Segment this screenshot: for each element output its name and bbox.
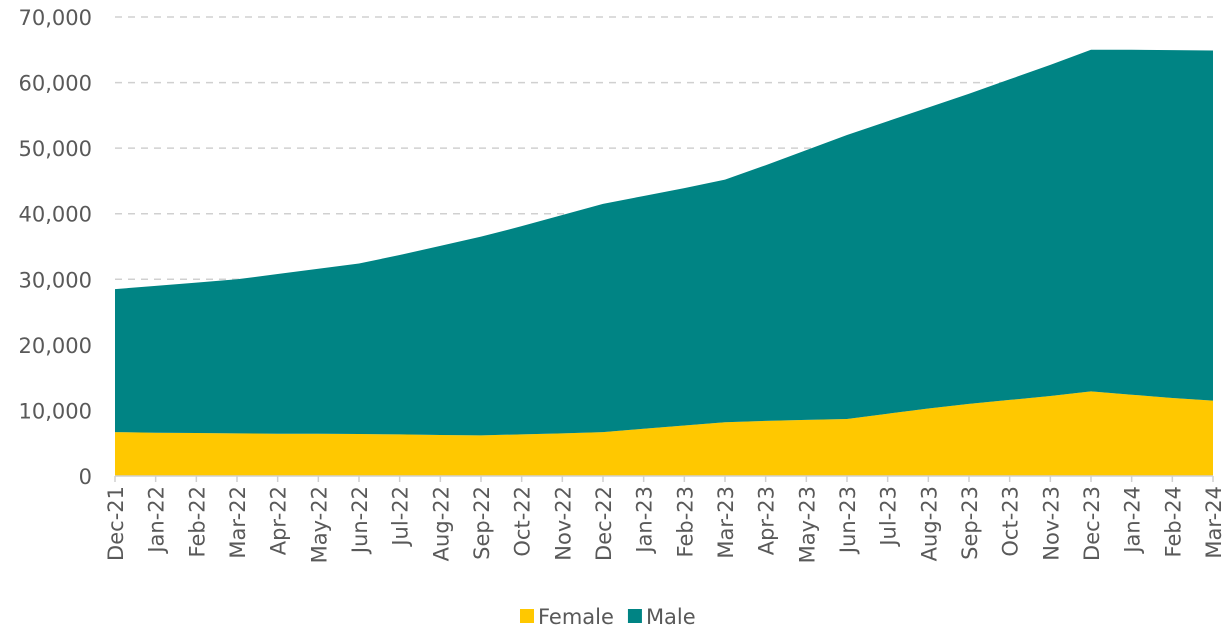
x-tick-label: May-22 [307, 486, 331, 563]
x-tick-label: Oct-23 [999, 486, 1023, 557]
legend-swatch [520, 609, 534, 623]
x-tick-label: Jun-22 [348, 486, 372, 555]
x-tick-label: Jan-22 [145, 486, 169, 555]
x-tick-label: Jul-22 [389, 486, 413, 548]
legend-label: Male [646, 605, 696, 629]
x-tick-label: Dec-22 [592, 486, 616, 561]
x-tick-label: Mar-23 [714, 486, 738, 559]
x-tick-label: Apr-23 [755, 486, 779, 555]
y-tick-label: 60,000 [19, 72, 92, 96]
x-tick-label: Mar-22 [226, 486, 250, 559]
x-tick-label: Feb-24 [1161, 486, 1185, 557]
x-tick-label: Jun-23 [836, 486, 860, 555]
y-tick-label: 70,000 [19, 6, 92, 30]
x-tick-label: Oct-22 [511, 486, 535, 557]
legend: Female Male [520, 605, 696, 629]
y-tick-label: 30,000 [19, 268, 92, 292]
y-tick-label: 0 [79, 465, 92, 489]
x-tick-label: Dec-21 [104, 486, 128, 561]
x-tick-label: Jul-23 [877, 486, 901, 548]
legend-swatch [627, 609, 642, 623]
y-tick-label: 20,000 [19, 334, 92, 358]
x-tick-label: Apr-22 [267, 486, 291, 555]
x-tick-label: Jan-23 [633, 486, 657, 555]
x-tick-label: Jan-24 [1121, 486, 1145, 555]
y-tick-label: 10,000 [19, 399, 92, 423]
x-tick-label: Aug-22 [429, 486, 453, 561]
area [115, 391, 1213, 476]
x-tick-label: Sep-22 [470, 486, 494, 560]
x-tick-label: Feb-22 [185, 486, 209, 557]
area [115, 49, 1213, 436]
y-tick-label: 50,000 [19, 137, 92, 161]
x-tick-label: Dec-23 [1080, 486, 1104, 561]
x-tick-label: Nov-22 [551, 486, 575, 561]
x-tick-label: Feb-23 [673, 486, 697, 557]
y-tick-label: 40,000 [19, 203, 92, 227]
x-tick-label: Mar-24 [1202, 486, 1226, 559]
x-tick-label: Aug-23 [917, 486, 941, 561]
x-tick-label: Nov-23 [1039, 486, 1063, 561]
x-tick-label: May-23 [795, 486, 819, 563]
x-tick-label: Sep-23 [958, 486, 982, 560]
legend-label: Female [538, 605, 614, 629]
